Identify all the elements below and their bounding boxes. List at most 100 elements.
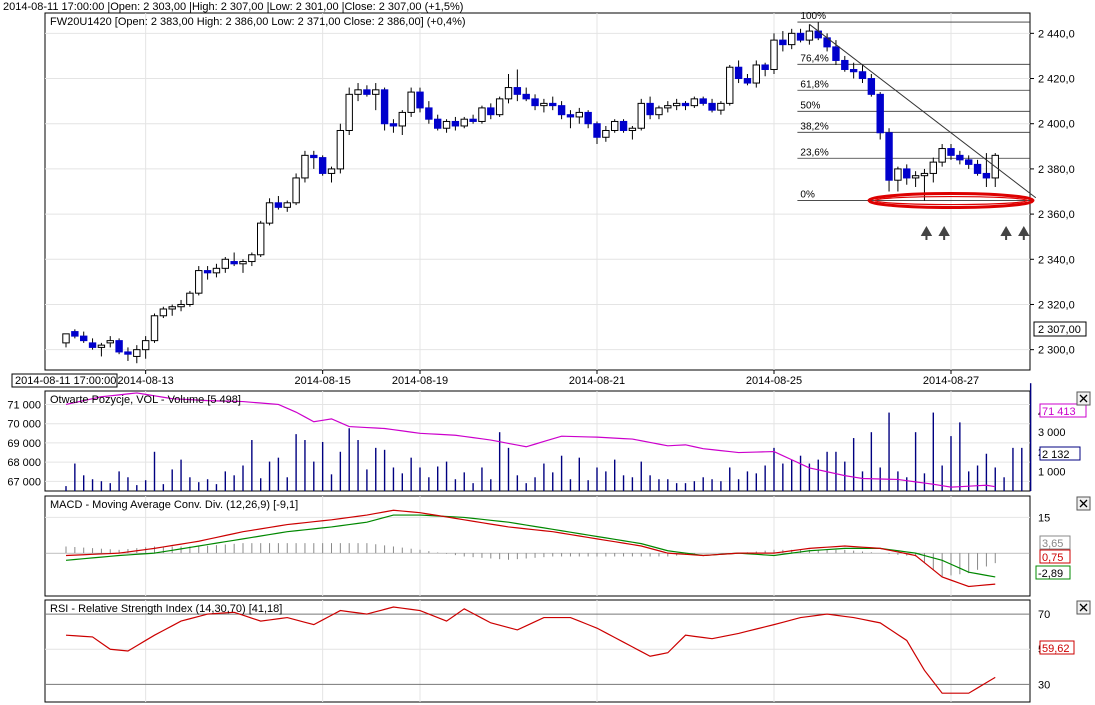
macd-value-tag <box>1039 549 1071 564</box>
candle-body <box>832 46 840 61</box>
volume-bars <box>65 383 1032 491</box>
candle-body <box>310 154 318 159</box>
candle-body <box>327 168 336 174</box>
fib-level-label: 50% <box>800 100 820 111</box>
candle-body <box>646 102 654 116</box>
candle-body <box>442 120 451 129</box>
date-tick-label: 2014-08-19 <box>392 375 448 387</box>
price-tick-label: 2 320,0 <box>1038 299 1075 311</box>
candle-body <box>133 349 141 357</box>
price-tick-label: 2 400,0 <box>1038 119 1075 131</box>
candle-body <box>690 98 699 107</box>
candle-body <box>274 202 283 208</box>
candle-body <box>637 102 645 129</box>
candle-body <box>956 154 964 161</box>
candle-body <box>876 93 884 134</box>
candle-body <box>920 172 929 177</box>
volume-tick-label: 3 000 <box>1038 427 1066 439</box>
rsi-title: RSI - Relative Strength Index (14,30,70)… <box>50 603 282 615</box>
fib-level-label: 23,6% <box>800 147 828 158</box>
candle-body <box>841 59 849 70</box>
candle-body <box>549 102 557 107</box>
candle-body <box>619 120 628 131</box>
candle-body <box>425 107 433 120</box>
date-tick-label: 2014-08-25 <box>746 375 802 387</box>
candle-body <box>726 66 734 104</box>
candle-body <box>611 120 619 131</box>
candle-body <box>894 168 902 181</box>
candle-body <box>557 105 566 116</box>
candle-body <box>115 340 123 353</box>
rsi-value-tag <box>1039 640 1075 655</box>
vol-label: 2 132 <box>1042 449 1070 461</box>
candle-body <box>540 102 548 107</box>
candle-body <box>71 331 79 337</box>
up-arrow-icon <box>938 225 950 240</box>
up-arrow-icon <box>1000 225 1012 240</box>
candle-body <box>770 39 778 70</box>
rsi-value-label: 59,62 <box>1042 643 1070 655</box>
candle-body <box>265 202 274 224</box>
macd-signal-tag <box>1039 535 1071 550</box>
volume-tick-label: 1 000 <box>1038 466 1066 478</box>
candle-body <box>761 64 769 70</box>
candle-body <box>743 78 752 84</box>
candle-body <box>664 105 672 109</box>
volume-close-button[interactable] <box>1076 391 1091 406</box>
candle-body <box>531 98 539 107</box>
candle-body <box>434 118 442 129</box>
price-annotations <box>809 23 1037 240</box>
candle-body <box>336 129 345 170</box>
candle-body <box>416 91 424 109</box>
candle-body <box>805 30 814 41</box>
price-tick-label: 2 420,0 <box>1038 74 1075 86</box>
candle-body <box>628 127 637 131</box>
candle-body <box>522 93 530 100</box>
support-highlight-ellipse-inner <box>874 195 1028 206</box>
rsi-polyline <box>65 606 996 694</box>
candle-body <box>566 114 575 118</box>
candle-body <box>80 335 88 342</box>
fibonacci-levels: 100% 76,4% 61,8% 50% 38,2% 23,6% 0% <box>797 11 1030 201</box>
cursor-date-box <box>11 373 118 388</box>
candle-body <box>389 123 398 127</box>
rsi-line <box>65 606 996 694</box>
candle-body <box>938 148 946 163</box>
price-title: FW20U1420 [Open: 2 383,00 High: 2 386,00… <box>50 16 466 28</box>
last-price-label: 2 307,00 <box>1038 324 1081 336</box>
candle-body <box>575 111 583 118</box>
open-interest-polyline <box>65 392 996 488</box>
fib-level-label: 76,4% <box>800 53 828 64</box>
candle-body <box>495 98 504 116</box>
macd-axis: 15 <box>1038 512 1050 524</box>
macd-hist-label: -2,89 <box>1038 568 1063 580</box>
volume-pane <box>44 390 1031 492</box>
candle-body <box>717 102 725 111</box>
oi-label: 71 413 <box>1042 406 1076 418</box>
date-tick-label: 2014-08-21 <box>569 375 625 387</box>
price-tick-label: 2 380,0 <box>1038 164 1075 176</box>
oi-tick-label: 67 000 <box>7 476 41 488</box>
trendline <box>809 23 1037 199</box>
candle-body <box>363 89 371 95</box>
candle-body <box>504 87 513 100</box>
candle-body <box>221 258 230 269</box>
macd-signal-label: 3,65 <box>1042 538 1063 550</box>
candle-body <box>380 89 389 125</box>
macd-close-button[interactable] <box>1076 496 1091 511</box>
candle-body <box>699 98 707 104</box>
close-icon <box>1079 603 1088 612</box>
rsi-tick-label: 70 <box>1038 609 1050 621</box>
candle-body <box>318 157 327 174</box>
price-grid <box>45 13 1030 370</box>
cursor-info-bar: 2014-08-11 17:00:00 |Open: 2 303,00 |Hig… <box>3 1 464 13</box>
rsi-close-button[interactable] <box>1076 600 1091 615</box>
candle-body <box>407 91 415 113</box>
close-icon <box>1079 499 1088 508</box>
oi-tick-label: 69 000 <box>7 438 41 450</box>
macd-lines <box>65 509 996 588</box>
macd-value-label: 0,75 <box>1042 552 1063 564</box>
oi-tick-label: 71 000 <box>7 399 41 411</box>
price-y-axis: 2 300,0 2 320,0 2 340,0 2 360,0 2 380,0 2 400… <box>1030 28 1075 357</box>
